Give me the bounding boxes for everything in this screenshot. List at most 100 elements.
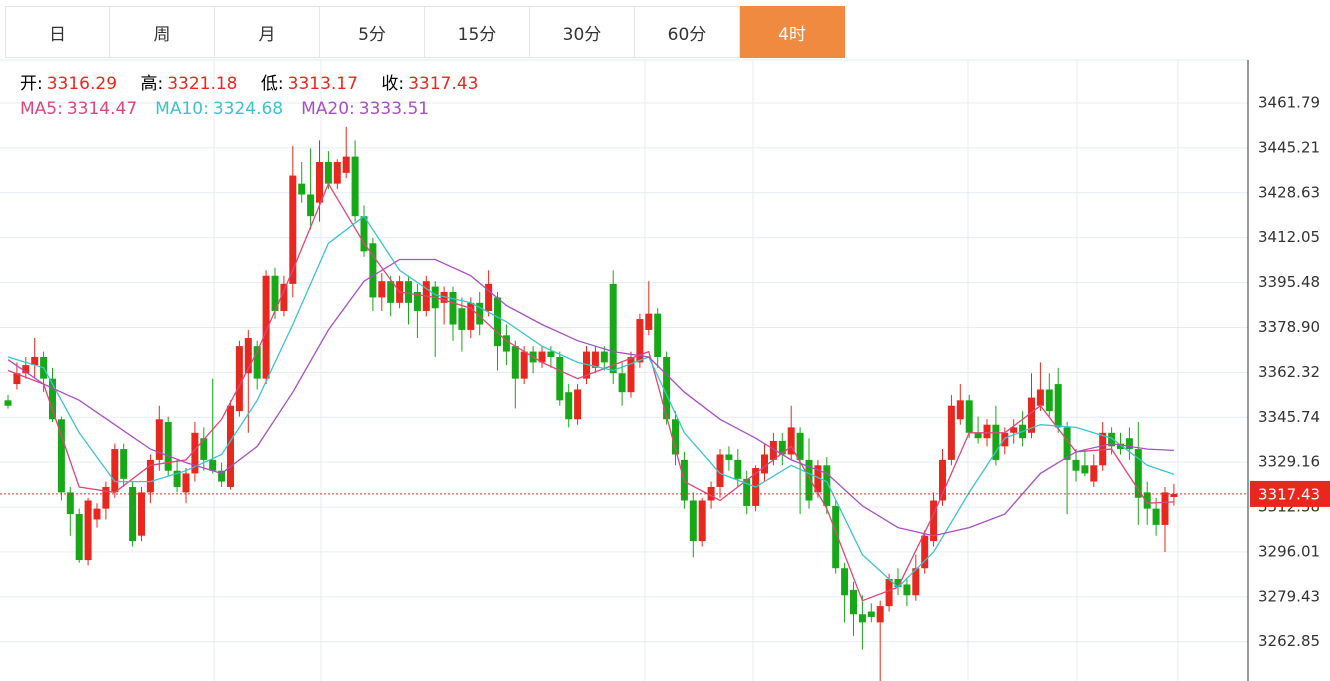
candle-body xyxy=(333,162,341,184)
candle-body xyxy=(591,351,599,368)
period-tab[interactable]: 周 xyxy=(110,6,215,58)
candle-body xyxy=(235,346,243,412)
low-value: 3313.17 xyxy=(287,74,358,94)
candle-body xyxy=(547,351,555,357)
candle-body xyxy=(538,351,546,363)
candle-body xyxy=(93,508,101,520)
candle-body xyxy=(876,606,884,623)
high-label: 高: xyxy=(140,74,164,94)
candle-body xyxy=(743,478,751,506)
candle-body xyxy=(227,405,234,487)
candle-body xyxy=(858,614,866,623)
ma-legend: MA5: 3314.47 MA10: 3324.68 MA20: 3333.51 xyxy=(20,97,496,122)
candle-body xyxy=(1108,432,1116,447)
candle-body xyxy=(13,373,21,385)
candle-body xyxy=(485,283,493,311)
candle-body xyxy=(138,492,145,536)
open-value: 3316.29 xyxy=(46,74,118,94)
candle-body xyxy=(182,473,190,493)
ma-value: 3333.51 xyxy=(358,99,430,119)
candle-body xyxy=(1125,438,1133,450)
candle-body xyxy=(66,492,74,515)
candle-body xyxy=(280,283,288,311)
candle-body xyxy=(342,156,350,173)
candle-body xyxy=(992,424,1000,460)
candle-body xyxy=(672,419,679,455)
candle-body xyxy=(502,335,510,352)
period-tab[interactable]: 60分 xyxy=(635,6,740,58)
candle-body xyxy=(307,194,315,217)
period-tab[interactable]: 15分 xyxy=(425,6,530,58)
period-tab[interactable]: 30分 xyxy=(530,6,635,58)
candle-body xyxy=(511,346,519,379)
info-panel: 开: 3316.29 高: 3321.18 低: 3313.17 收: 3317.43 … xyxy=(20,72,496,122)
candle-body xyxy=(1143,492,1151,509)
candle-body xyxy=(583,351,590,379)
period-tab[interactable]: 日 xyxy=(5,6,110,58)
period-tab[interactable]: 4时 xyxy=(740,6,845,58)
candle-body xyxy=(520,351,528,379)
candle-body xyxy=(841,568,849,596)
candle-body xyxy=(120,449,128,479)
candle-body xyxy=(1010,427,1018,433)
candle-body xyxy=(1054,384,1062,428)
candle-body xyxy=(921,535,929,569)
candle-body xyxy=(262,275,270,379)
period-tab[interactable]: 月 xyxy=(215,6,320,58)
candle-body xyxy=(369,243,377,298)
candle-body xyxy=(289,175,297,284)
candle-body xyxy=(298,183,306,195)
period-tab[interactable]: 5分 xyxy=(320,6,425,58)
candle-body xyxy=(636,319,644,363)
candle-body xyxy=(939,459,946,501)
candle-body xyxy=(1099,432,1107,466)
candle-body xyxy=(413,291,421,311)
y-tick-label: 3428.63 xyxy=(1258,183,1320,201)
y-tick-label: 3279.43 xyxy=(1258,587,1320,605)
candle-body xyxy=(796,432,804,460)
ma-value: 3324.68 xyxy=(212,99,284,119)
candle-body xyxy=(556,356,564,401)
candle-body xyxy=(244,338,252,374)
candle-body xyxy=(627,356,635,393)
candle-body xyxy=(1072,459,1080,471)
low-label: 低: xyxy=(260,74,284,94)
candle-body xyxy=(155,419,163,460)
candle-body xyxy=(209,459,217,471)
candle-body xyxy=(769,440,777,460)
ma-line xyxy=(7,215,1175,589)
candle-body xyxy=(351,156,359,217)
last-price-box xyxy=(1250,480,1330,507)
candle-body xyxy=(1161,492,1169,525)
candle-body xyxy=(449,291,457,325)
candle-body xyxy=(574,389,582,420)
candle-body xyxy=(102,486,110,509)
candle-body xyxy=(894,579,902,588)
candle-body xyxy=(1152,508,1160,525)
y-tick-label: 3461.79 xyxy=(1258,94,1320,112)
y-tick-label: 3395.48 xyxy=(1258,273,1320,291)
candle-body xyxy=(324,162,332,184)
y-tick-label: 3445.21 xyxy=(1258,138,1320,156)
candle-body xyxy=(725,454,733,460)
candle-body xyxy=(1036,389,1044,406)
open-label: 开: xyxy=(20,74,43,94)
candle-body xyxy=(965,400,973,433)
candle-body xyxy=(1117,443,1124,450)
candle-body xyxy=(618,373,626,393)
y-tick-label: 3412.05 xyxy=(1258,228,1320,246)
candle-body xyxy=(707,486,715,501)
candle-body xyxy=(787,427,795,455)
y-tick-label: 3296.01 xyxy=(1258,542,1320,560)
y-tick-label: 3362.32 xyxy=(1258,363,1320,381)
candle-body xyxy=(458,308,466,330)
candle-body xyxy=(1170,493,1178,498)
candle-body xyxy=(761,454,768,474)
candle-body xyxy=(405,281,412,303)
candle-body xyxy=(84,500,92,561)
candle-body xyxy=(974,432,982,439)
ma-label: MA20: xyxy=(301,99,355,119)
candle-body xyxy=(716,454,724,487)
